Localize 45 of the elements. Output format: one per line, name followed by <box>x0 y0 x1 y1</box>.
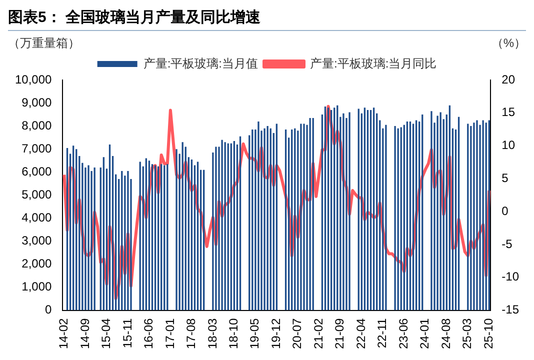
y-tick-label: 5,000 <box>22 187 52 202</box>
x-tick-label: 19-12 <box>268 318 283 350</box>
y2-tick-label: -5 <box>502 236 513 251</box>
y-tick-label: 3,000 <box>22 234 52 248</box>
y-tick-label: 1,000 <box>22 280 52 294</box>
legend-label: 产量:平板玻璃:当月同比 <box>310 56 437 70</box>
legend-label: 产量:平板玻璃:当月值 <box>143 56 258 70</box>
y-axis-title: （万重量箱） <box>8 35 80 52</box>
x-tick-label: 18-10 <box>226 318 240 350</box>
x-tick-label: 25-03 <box>460 318 474 350</box>
x-tick-label: 21-09 <box>332 318 347 350</box>
y2-tick-label: 15 <box>502 105 516 120</box>
y2-tick-label: 10 <box>502 138 516 152</box>
y2-tick-label: -10 <box>502 270 520 284</box>
x-tick-label: 14-09 <box>78 318 92 350</box>
y-tick-label: 8,000 <box>22 118 52 132</box>
x-tick-label: 22-04 <box>354 318 368 350</box>
chart-title: 图表5： 全国玻璃当月产量及同比增速 <box>8 8 526 31</box>
y-tick-label: 0 <box>45 302 52 317</box>
x-tick-label: 16-06 <box>142 318 156 350</box>
x-tick-label: 21-02 <box>311 318 326 350</box>
x-tick-label: 17-08 <box>184 318 198 350</box>
x-tick-label: 23-06 <box>396 318 410 350</box>
y2-tick-label: 20 <box>502 72 516 86</box>
x-tick-label: 20-07 <box>290 318 304 350</box>
x-tick-label: 15-11 <box>120 318 134 348</box>
x-tick-label: 22-11 <box>375 318 390 348</box>
y2-tick-label: 0 <box>502 204 509 218</box>
x-tick-label: 19-05 <box>248 318 262 350</box>
y-tick-label: 10,000 <box>15 72 52 86</box>
y-tick-label: 4,000 <box>22 210 52 224</box>
x-tick-label: 14-02 <box>56 318 71 350</box>
y2-axis-title: （%） <box>491 35 526 52</box>
y-tick-label: 7,000 <box>22 141 52 156</box>
x-tick-label: 18-03 <box>205 318 220 350</box>
x-tick-label: 24-01 <box>418 318 432 350</box>
y-tick-label: 6,000 <box>22 164 52 178</box>
y-tick-label: 2,000 <box>22 256 52 271</box>
x-tick-label: 24-08 <box>438 318 453 350</box>
y-tick-label: 9,000 <box>22 95 52 110</box>
x-tick-label: 15-04 <box>99 318 114 350</box>
x-tick-label: 17-01 <box>162 318 177 350</box>
y2-tick-label: 5 <box>502 171 509 186</box>
x-tick-label: 25-10 <box>481 318 496 350</box>
y2-tick-label: -15 <box>502 302 520 317</box>
